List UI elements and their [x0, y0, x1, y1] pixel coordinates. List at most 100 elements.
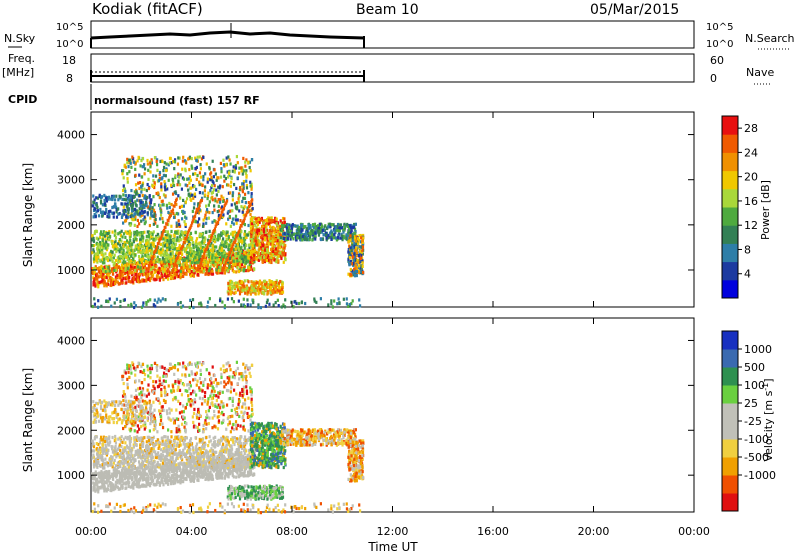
power-cell — [123, 197, 126, 202]
power-cell — [140, 230, 143, 235]
velocity-cell — [107, 484, 110, 488]
power-cell — [216, 176, 219, 180]
power-cell — [232, 222, 235, 226]
power-cell — [358, 249, 362, 253]
power-cell — [281, 224, 284, 228]
power-cell — [102, 267, 105, 271]
power-cell — [276, 288, 279, 292]
power-cell — [350, 301, 353, 306]
power-cell — [100, 244, 104, 248]
power-cell — [104, 231, 107, 235]
velocity-cell — [102, 478, 105, 482]
power-cell — [142, 163, 146, 167]
power-cell — [207, 260, 210, 264]
power-cell — [112, 215, 115, 219]
power-cell — [261, 240, 264, 244]
power-cell — [244, 261, 247, 265]
power-cell — [182, 155, 185, 159]
velocity-cell — [102, 482, 106, 486]
velocity-cell — [95, 480, 98, 484]
freq-tick-top: 18 — [62, 54, 76, 67]
power-cell — [181, 233, 184, 237]
power-cell — [131, 205, 134, 209]
power-cell — [168, 161, 171, 165]
power-cell — [249, 250, 253, 254]
power-cell — [220, 254, 224, 259]
power-cell — [198, 171, 202, 175]
power-cell — [166, 187, 169, 191]
power-cell — [130, 280, 133, 284]
power-cell — [194, 214, 197, 218]
cpid-text: normalsound (fast) 157 RF — [94, 94, 260, 107]
power-cell — [168, 156, 172, 160]
power-cell — [270, 256, 273, 260]
power-cell — [126, 180, 129, 184]
power-cell — [199, 254, 202, 258]
power-cell — [155, 163, 159, 167]
velocity-cell — [134, 478, 138, 482]
power-cell — [269, 228, 272, 232]
power-cell — [349, 248, 352, 252]
power-cell — [188, 194, 192, 198]
power-cell — [219, 161, 222, 166]
power-cell — [103, 234, 107, 238]
power-cell — [180, 217, 184, 221]
power-cell — [173, 276, 177, 280]
velocity-cell — [149, 481, 152, 486]
velocity-cell — [105, 477, 109, 482]
power-cell — [182, 235, 185, 240]
power-cell — [91, 238, 94, 242]
power-cell — [96, 283, 99, 287]
power-cell — [195, 248, 199, 252]
power-cell — [105, 264, 108, 269]
power-cell — [240, 280, 244, 285]
y-tick-label: 3000 — [57, 174, 85, 187]
power-cell — [270, 240, 273, 244]
power-cell — [110, 304, 113, 308]
power-cell — [247, 160, 250, 164]
power-cell — [260, 231, 263, 235]
power-cell — [167, 259, 170, 263]
velocity-cell — [145, 466, 148, 471]
power-cell — [166, 233, 169, 237]
power-cell — [185, 259, 188, 263]
power-cell — [150, 198, 153, 202]
power-cell — [246, 206, 249, 210]
power-cell — [355, 266, 358, 270]
power-cell — [199, 243, 202, 248]
power-cell — [117, 248, 121, 252]
power-cell — [205, 250, 208, 254]
power-cell — [282, 243, 286, 247]
power-cell — [115, 262, 118, 267]
power-cell — [295, 238, 298, 242]
power-cell — [166, 206, 169, 210]
power-cell — [95, 196, 98, 200]
power-cell — [209, 257, 212, 261]
power-cell — [173, 263, 176, 267]
power-cell — [91, 204, 94, 208]
power-cell — [214, 303, 217, 308]
power-cell — [219, 213, 223, 217]
power-cell — [127, 267, 130, 271]
power-cell — [228, 158, 231, 162]
power-cell — [337, 233, 340, 237]
velocity-cell — [96, 472, 100, 476]
power-cell — [122, 205, 125, 209]
power-cell — [107, 238, 111, 242]
power-cell — [155, 250, 158, 254]
power-cell — [199, 175, 203, 179]
power-cell — [277, 230, 280, 234]
power-cell — [340, 232, 343, 236]
power-cell — [271, 238, 275, 242]
power-cell — [149, 161, 152, 165]
power-cell — [104, 269, 108, 274]
velocity-cell — [130, 485, 133, 489]
power-cell — [177, 231, 180, 236]
power-cell — [351, 271, 354, 275]
power-cell — [290, 224, 293, 228]
power-cell — [111, 205, 114, 210]
velocity-cell — [105, 489, 108, 493]
power-cell — [273, 231, 276, 235]
velocity-cell — [101, 483, 104, 487]
power-cell — [354, 264, 357, 268]
